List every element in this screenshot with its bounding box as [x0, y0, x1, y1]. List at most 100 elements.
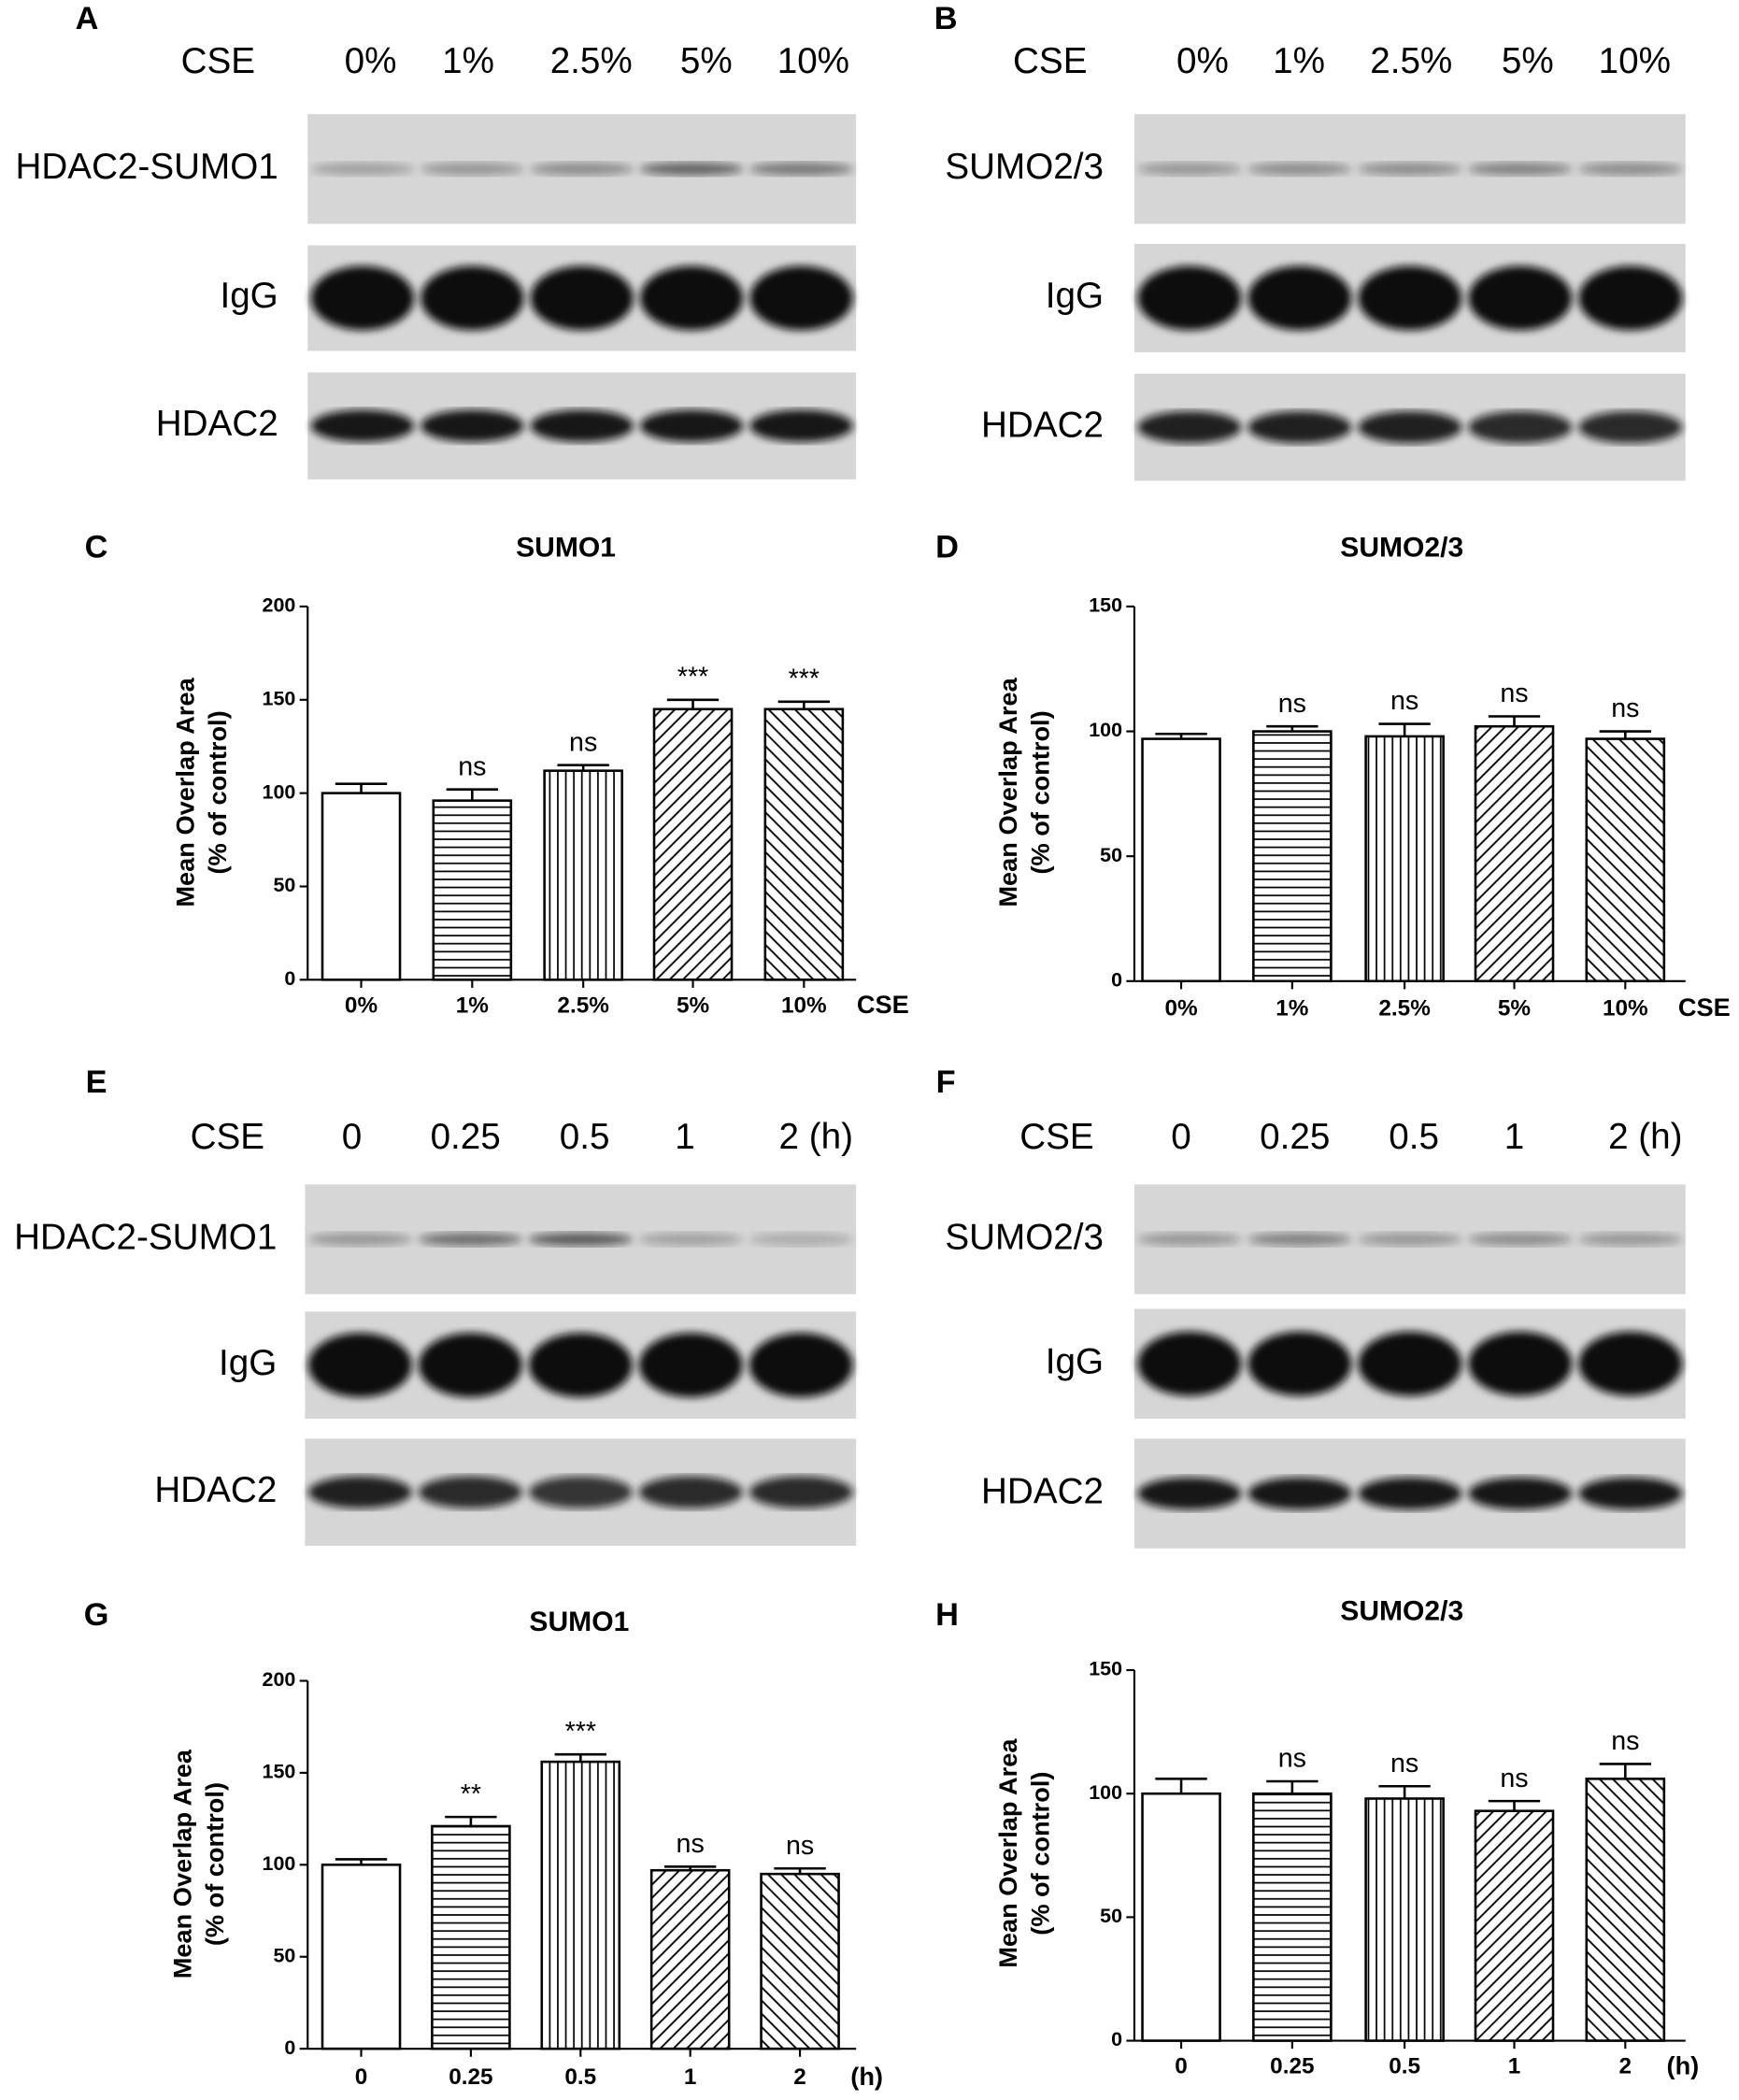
panel-letter: D	[935, 529, 959, 564]
x-tick-label: 5%	[677, 993, 709, 1018]
y-tick-label: 200	[263, 594, 296, 617]
panel-letter: A	[76, 1, 99, 36]
row-label: HDAC2-SUMO1	[14, 1217, 277, 1257]
blot-band	[1247, 162, 1352, 176]
blot-band	[748, 1333, 853, 1397]
x-tick-label: 2	[793, 2064, 806, 2090]
y-tick-label: 50	[1100, 1905, 1122, 1927]
row-label: IgG	[1046, 1341, 1104, 1381]
chart-title: SUMO1	[516, 532, 616, 563]
blot-band	[1247, 1331, 1352, 1396]
blot-band	[1358, 1232, 1462, 1247]
significance-label: ***	[565, 1717, 596, 1747]
blot-band	[528, 1333, 633, 1397]
blot-band	[307, 1333, 412, 1397]
y-tick-label: 100	[263, 1852, 296, 1875]
bar	[1141, 737, 1221, 983]
significance-label: ns	[677, 1829, 705, 1859]
blot-band	[310, 162, 415, 176]
significance-label: ns	[1278, 689, 1306, 719]
lane-label: 0%	[345, 41, 397, 81]
blot-band	[749, 409, 853, 442]
x-axis-label: CSE	[1678, 993, 1731, 1021]
row-label: HDAC2	[981, 1471, 1104, 1511]
row-label: IgG	[1046, 276, 1104, 316]
x-axis-label: (h)	[1667, 2050, 1700, 2079]
row-label: HDAC2	[981, 405, 1104, 445]
y-axis-label: Mean Overlap Area	[171, 677, 200, 907]
lane-label: 10%	[1599, 41, 1671, 81]
blot-band	[1578, 265, 1683, 331]
row-label: SUMO2/3	[945, 147, 1104, 187]
x-tick-label: 10%	[1603, 995, 1648, 1021]
chart-title: SUMO2/3	[1340, 1595, 1463, 1626]
y-tick-label: 150	[1089, 1658, 1122, 1680]
lane-label: 10%	[777, 41, 849, 81]
chart-title: SUMO1	[529, 1607, 629, 1637]
lane-label: 0.25	[431, 1117, 501, 1157]
x-tick-label: 0.25	[1270, 2054, 1314, 2079]
blot-band	[1468, 1477, 1573, 1510]
blot-band	[307, 1232, 412, 1247]
significance-label: ns	[1390, 686, 1418, 716]
y-axis-label: Mean Overlap Area	[993, 677, 1022, 907]
bar	[431, 1824, 511, 2050]
x-tick-label: 0.25	[449, 2064, 492, 2090]
bar	[1364, 1797, 1445, 2042]
blot-band	[1578, 1331, 1683, 1396]
blot-band	[638, 1476, 743, 1508]
bar	[540, 1760, 621, 2050]
x-tick-label: 2.5%	[557, 993, 608, 1018]
blot-band	[1468, 1331, 1573, 1396]
x-tick-label: 5%	[1498, 995, 1531, 1021]
lane-label: 5%	[680, 41, 733, 81]
x-tick-label: 0	[355, 2064, 368, 2090]
y-tick-label: 150	[263, 1761, 296, 1783]
blot-band	[530, 409, 634, 442]
blot-band	[638, 1333, 743, 1397]
blot-band	[1247, 1232, 1352, 1247]
bar	[1252, 730, 1333, 983]
lane-label: 0%	[1176, 41, 1229, 81]
lane-label: 1%	[442, 41, 494, 81]
blot-band	[1578, 162, 1683, 176]
blot-band	[530, 162, 634, 176]
blot-band	[1358, 265, 1462, 331]
y-tick-label: 50	[273, 1944, 295, 1966]
blot-band	[418, 1333, 522, 1397]
y-tick-label: 100	[263, 780, 296, 803]
blot-band	[307, 1476, 412, 1508]
row-label: SUMO2/3	[945, 1217, 1104, 1257]
lane-header: CSE	[181, 41, 255, 81]
x-axis-label: CSE	[857, 990, 909, 1019]
lane-label: 1%	[1273, 41, 1325, 81]
blot-band	[310, 409, 415, 442]
lane-label: 0.5	[560, 1117, 610, 1157]
blot-band	[1468, 410, 1573, 444]
blot-band	[420, 162, 524, 176]
blot-band	[1358, 1477, 1462, 1510]
y-axis-label: Mean Overlap Area	[993, 1738, 1022, 1968]
y-tick-label: 0	[284, 967, 295, 990]
row-label: HDAC2	[154, 1470, 277, 1510]
bar	[763, 707, 845, 981]
bar	[1585, 737, 1666, 983]
x-tick-label: 1	[684, 2064, 697, 2090]
significance-label: ns	[1500, 1764, 1528, 1793]
blot-band	[749, 265, 853, 331]
row-label: HDAC2-SUMO1	[15, 147, 278, 187]
x-tick-label: 0%	[1164, 995, 1197, 1021]
blot-band	[748, 1476, 853, 1508]
blot-band	[530, 265, 634, 331]
lane-label: 5%	[1502, 41, 1554, 81]
blot-band	[1468, 1232, 1573, 1247]
significance-label: ns	[1390, 1749, 1418, 1779]
y-axis-label: Mean Overlap Area	[168, 1749, 197, 1979]
significance-label: ns	[458, 751, 486, 781]
lane-label: 2 (h)	[779, 1117, 853, 1157]
x-tick-label: 1%	[456, 993, 489, 1018]
bar	[1474, 1809, 1555, 2042]
bar	[321, 1864, 402, 2050]
blot-band	[418, 1232, 522, 1247]
chart-title: SUMO2/3	[1340, 532, 1463, 563]
